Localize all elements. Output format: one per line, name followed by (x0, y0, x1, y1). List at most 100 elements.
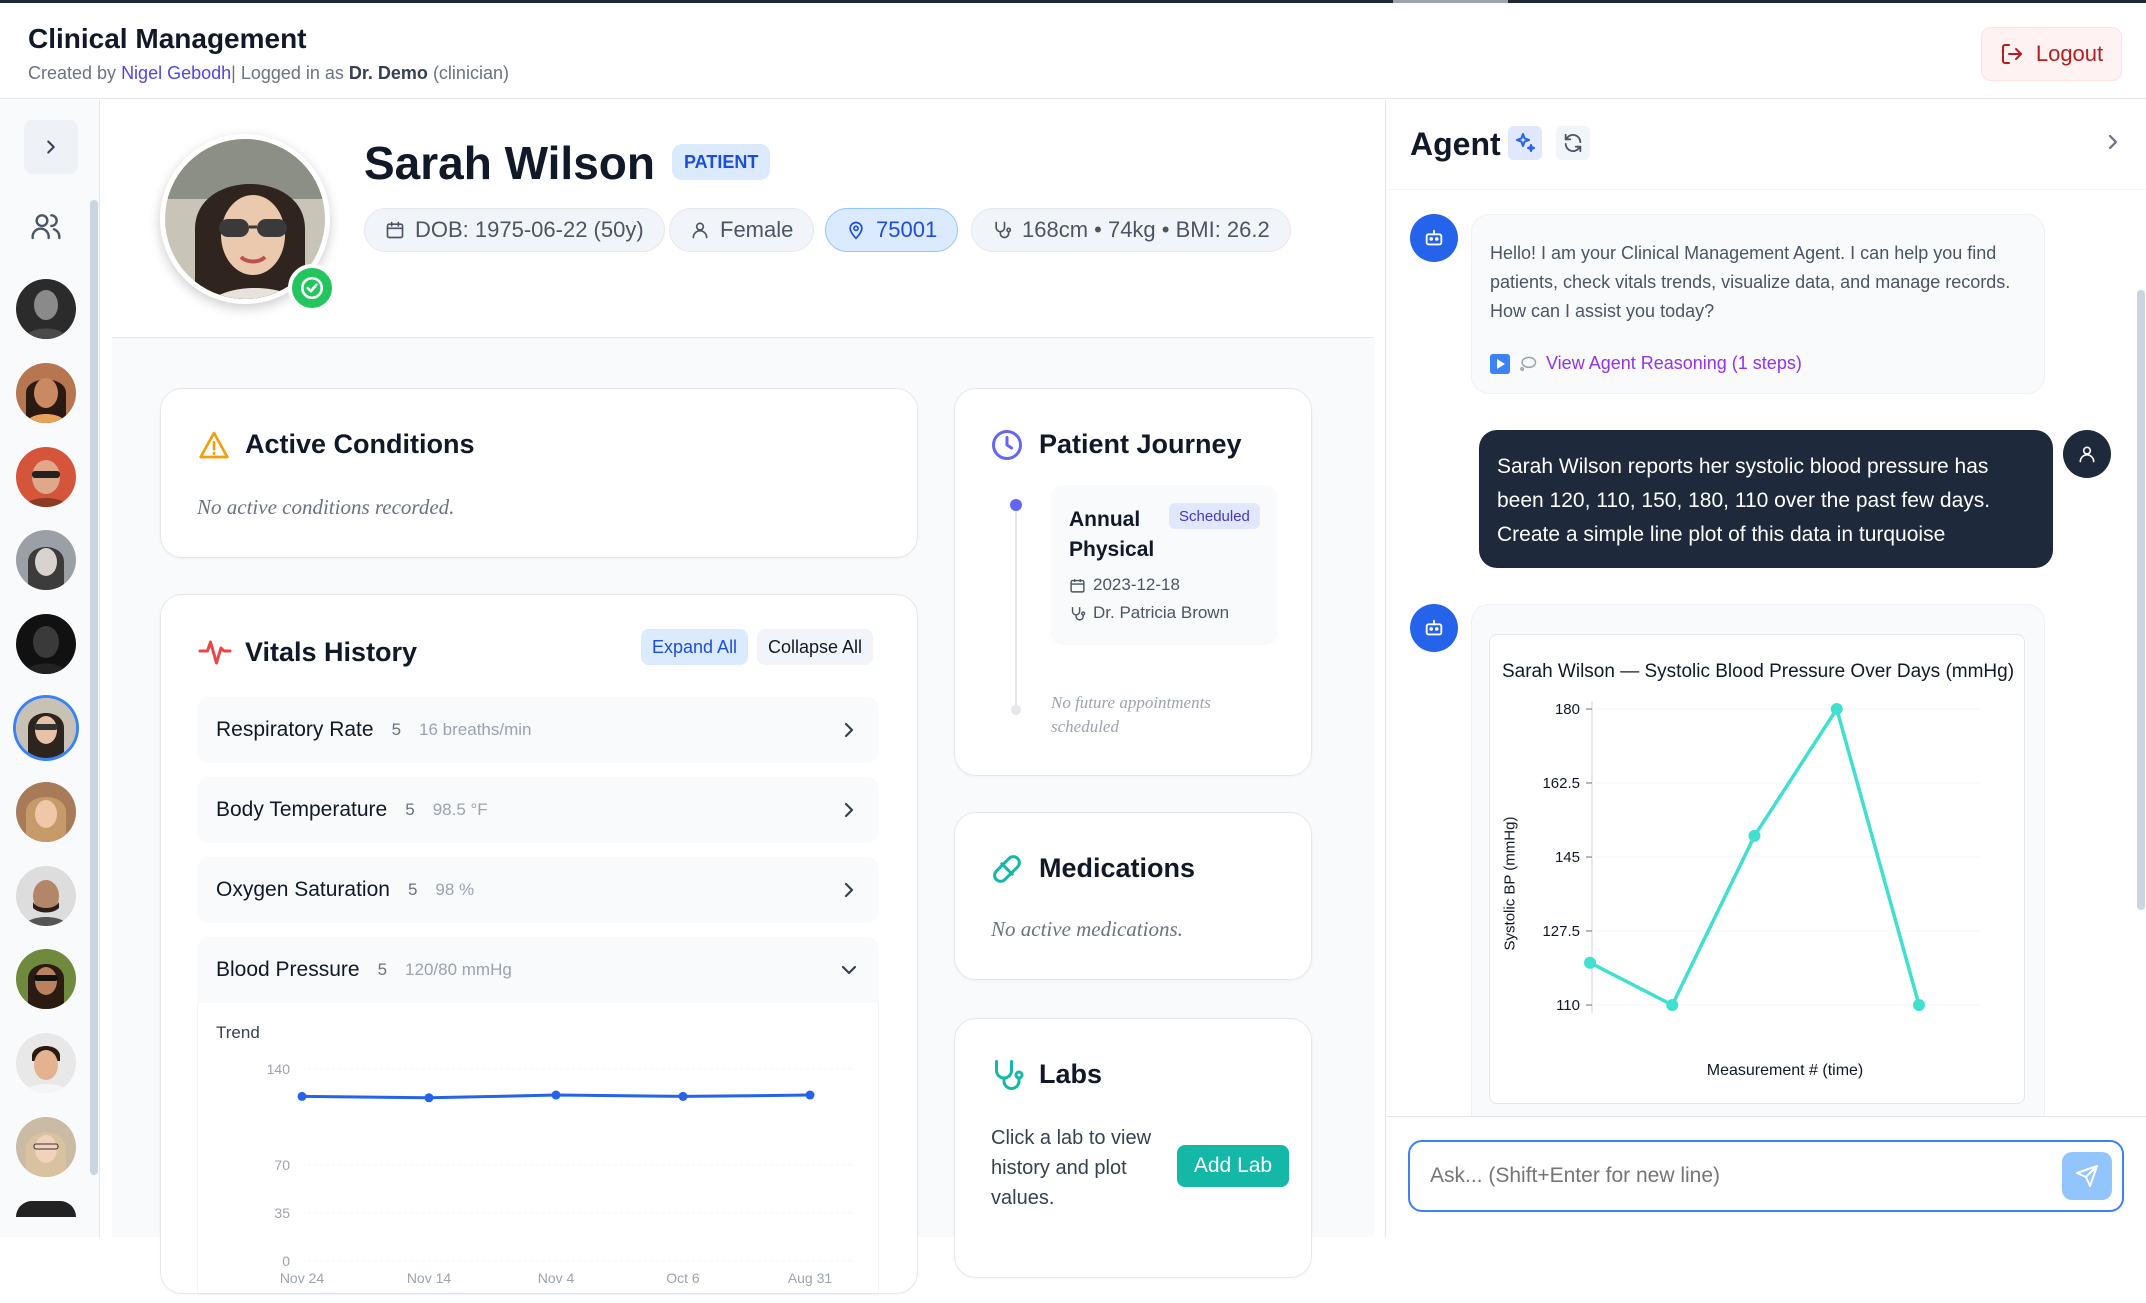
bot-avatar (1410, 214, 1458, 262)
chevron-right-icon (844, 722, 854, 738)
y-tick-label: 110 (1556, 997, 1580, 1014)
add-lab-button[interactable]: Add Lab (1177, 1145, 1289, 1187)
medications-title: Medications (1039, 853, 1196, 883)
x-tick-label: Oct 6 (666, 1270, 700, 1286)
patient-avatar-selected[interactable] (16, 698, 76, 758)
chevron-right-icon (844, 802, 854, 818)
agent-greeting: Hello! I am your Clinical Management Age… (1490, 243, 2011, 321)
refresh-icon[interactable] (1556, 126, 1590, 160)
active-conditions-card: Active Conditions No active conditions r… (160, 388, 918, 558)
vital-name: Body Temperature (216, 798, 388, 821)
chart-y-label: Systolic BP (mmHg) (1501, 816, 1519, 951)
patient-avatar[interactable] (16, 866, 76, 926)
dob-text: DOB: 1975-06-22 (50y) (415, 217, 644, 242)
timeline-line (1015, 503, 1017, 713)
author-link[interactable]: Nigel Gebodh (121, 63, 232, 83)
agent-scrollbar[interactable] (2137, 290, 2145, 910)
trend-label: Trend (216, 1023, 260, 1042)
patient-header: Sarah Wilson PATIENT DOB: 1975-06-22 (50… (112, 100, 1374, 338)
data-point (678, 1091, 688, 1101)
patient-badge: PATIENT (672, 144, 771, 180)
event-status-badge: Scheduled (1169, 503, 1260, 529)
calendar-icon (1070, 579, 1085, 593)
zip-text: 75001 (876, 217, 938, 242)
user-role: (clinician) (427, 63, 509, 83)
vital-count: 5 (407, 880, 418, 899)
rail-scrollbar[interactable] (90, 200, 98, 1175)
data-point (805, 1090, 815, 1100)
expand-rail-button[interactable] (24, 120, 78, 174)
patient-avatar[interactable] (16, 447, 76, 507)
agent-title: Agent (1410, 126, 1501, 162)
vital-row-body-temperature[interactable]: Body Temperature 5 98.5 °F (197, 777, 879, 843)
body-metrics-text: 168cm • 74kg • BMI: 26.2 (1022, 217, 1270, 242)
data-point (1913, 999, 1925, 1011)
bot-icon (1425, 229, 1443, 246)
reasoning-label: View Agent Reasoning (1 steps) (1546, 353, 1802, 373)
labs-help-text: Click a lab to view history and plot val… (991, 1127, 1152, 1209)
patient-avatar[interactable] (16, 279, 76, 339)
vital-row-blood-pressure[interactable]: Blood Pressure 5 120/80 mmHg (197, 937, 879, 1003)
y-tick-label: 0 (282, 1253, 290, 1269)
chevron-right-icon[interactable] (2101, 130, 2125, 154)
data-point (1748, 829, 1761, 842)
sparkles-icon[interactable] (1508, 126, 1542, 160)
patient-avatar[interactable] (16, 1201, 76, 1217)
agent-message: Hello! I am your Clinical Management Age… (1471, 214, 2045, 394)
patient-avatar[interactable] (16, 782, 76, 842)
data-point (551, 1090, 561, 1100)
data-point (1666, 999, 1679, 1011)
y-tick-label: 145 (1555, 849, 1580, 866)
bp-trend-panel: Trend 0 35 70 140 Nov 24 Nov 14 Nov 4 Oct 6 Aug … (197, 1003, 879, 1295)
chat-input-box[interactable] (1408, 1140, 2124, 1212)
timeline-dot-empty (1011, 705, 1021, 715)
progress-highlight (1393, 0, 1508, 3)
stethoscope-icon (995, 221, 1012, 239)
vital-value: 120/80 mmHg (405, 960, 512, 979)
medications-card: Medications No active medications. (954, 812, 1312, 980)
patient-avatar[interactable] (16, 614, 76, 674)
vital-name: Respiratory Rate (216, 718, 374, 741)
play-icon (1490, 353, 1510, 374)
clock-icon (992, 430, 1022, 460)
user-icon (692, 222, 708, 239)
patient-rail (0, 100, 100, 1237)
event-date: 2023-12-18 (1093, 575, 1180, 594)
patient-avatar[interactable] (16, 949, 76, 1009)
y-tick-label: 35 (274, 1205, 290, 1221)
x-tick-label: Nov 14 (407, 1270, 452, 1286)
logout-icon (2001, 44, 2022, 64)
logout-button[interactable]: Logout (1981, 27, 2122, 81)
patient-avatar[interactable] (16, 1033, 76, 1093)
chart-x-label: Measurement # (time) (1706, 1062, 1864, 1079)
patient-avatar[interactable] (16, 530, 76, 590)
vital-row-respiratory-rate[interactable]: Respiratory Rate 5 16 breaths/min (197, 697, 879, 763)
event-doctor: Dr. Patricia Brown (1093, 603, 1230, 622)
vital-row-oxygen-saturation[interactable]: Oxygen Saturation 5 98 % (197, 857, 879, 923)
y-tick-label: 162.5 (1542, 775, 1580, 792)
patient-main: Sarah Wilson PATIENT DOB: 1975-06-22 (50… (112, 100, 1482, 1295)
chevron-down-icon (841, 965, 857, 975)
calendar-icon (386, 221, 404, 239)
stethoscope-icon (995, 1060, 1024, 1090)
patient-avatar[interactable] (16, 1117, 76, 1177)
sbp-chart-svg: 110 127.5 145 162.5 180 (1542, 701, 1980, 1014)
active-conditions-title: Active Conditions (245, 429, 475, 459)
user-icon (2079, 446, 2095, 463)
stethoscope-icon (1071, 607, 1086, 621)
expand-all-button[interactable]: Expand All (641, 629, 749, 665)
vitals-history-title: Vitals History (245, 637, 418, 667)
send-button[interactable] (2062, 1152, 2112, 1200)
users-icon[interactable] (28, 210, 64, 247)
bp-line-chart: Sarah Wilson — Systolic Blood Pressure O… (1489, 634, 2025, 1104)
y-tick-label: 127.5 (1542, 923, 1580, 940)
chat-input[interactable] (1430, 1160, 2030, 1192)
view-reasoning-link[interactable]: View Agent Reasoning (1 steps) (1490, 353, 1802, 374)
zip-pill[interactable]: 75001 (825, 208, 959, 252)
patient-avatar[interactable] (16, 363, 76, 423)
vital-value: 98 % (435, 880, 475, 899)
collapse-all-button[interactable]: Collapse All (757, 629, 874, 665)
journey-event[interactable]: Annual Physical Scheduled 2023-12-18 Dr.… (1051, 485, 1277, 645)
labs-title: Labs (1039, 1059, 1103, 1089)
no-future-appointments: No future appointments scheduled (1051, 693, 1211, 736)
